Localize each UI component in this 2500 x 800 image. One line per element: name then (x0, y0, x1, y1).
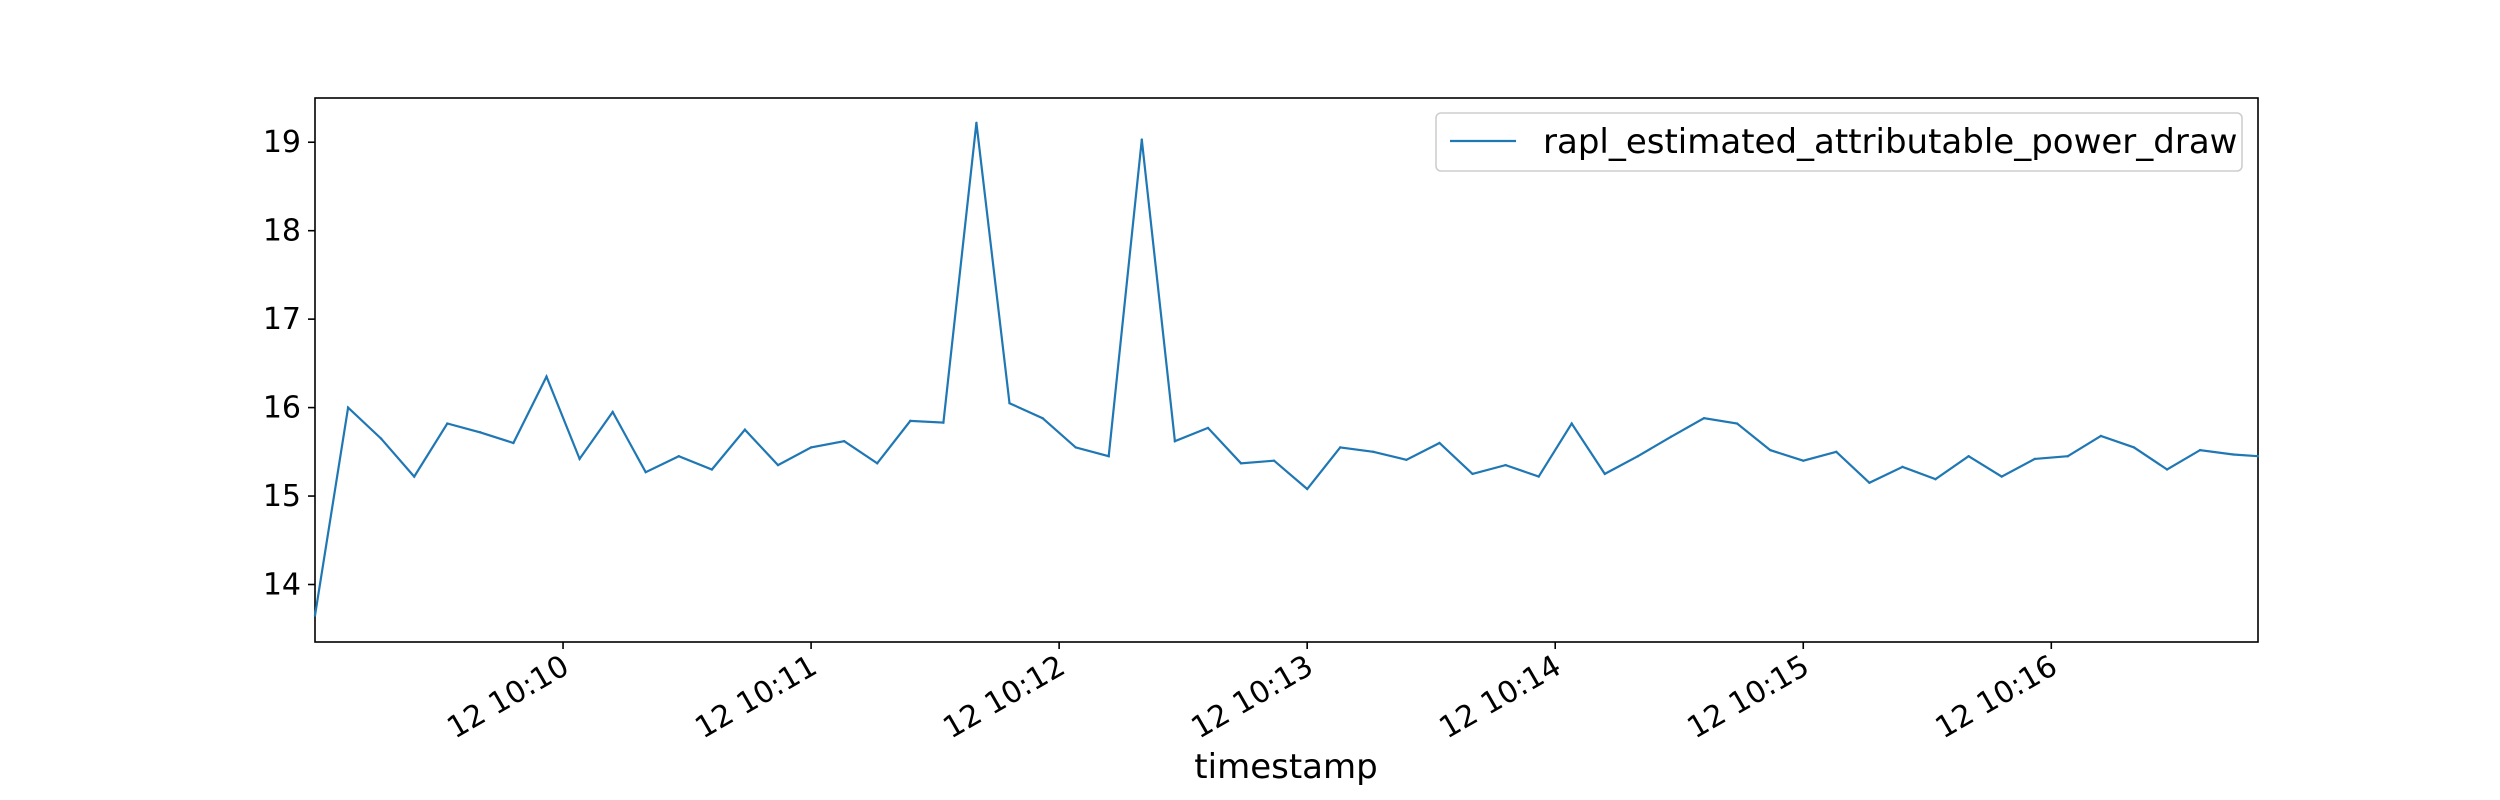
legend-box (1435, 112, 2243, 172)
x-tick-label: 12 10:10 (441, 649, 575, 746)
x-axis-title: timestamp (1194, 747, 1377, 787)
x-tick-label: 12 10:11 (689, 649, 823, 746)
data-point (1173, 440, 1177, 443)
data-point (2132, 446, 2136, 449)
data-point (1471, 472, 1474, 476)
data-point (644, 470, 647, 474)
y-tick-label: 16 (263, 391, 301, 426)
data-point (710, 468, 714, 471)
data-point (942, 421, 945, 424)
data-point (1735, 422, 1739, 425)
data-point (578, 457, 581, 461)
data-point (512, 441, 515, 445)
plot-frame (314, 97, 2259, 643)
data-point (2066, 455, 2070, 458)
data-point (1636, 455, 1640, 458)
data-point (1570, 422, 1573, 425)
x-axis: 12 10:10 12 10:11 12 10:12 12 10:13 12 10:14… (441, 642, 2063, 746)
y-tick-label: 18 (263, 214, 301, 249)
data-point (2165, 468, 2169, 471)
y-tick-label: 19 (263, 125, 301, 160)
data-point (1702, 417, 1706, 420)
data-point (545, 375, 548, 378)
data-point (909, 419, 912, 423)
legend-label: rapl_estimated_attributable_power_draw (1543, 122, 2238, 162)
data-point (1504, 463, 1507, 467)
data-point (1868, 481, 1871, 484)
y-tick-label: 15 (263, 479, 301, 514)
data-point (975, 121, 978, 124)
y-axis: 14 15 16 17 18 19 (263, 125, 315, 603)
data-point (379, 437, 383, 440)
data-point (479, 431, 482, 434)
data-point (1768, 448, 1772, 452)
data-point (1239, 462, 1243, 465)
data-point (743, 428, 747, 431)
data-point (776, 463, 780, 467)
data-point (413, 475, 416, 478)
data-point (876, 462, 879, 465)
data-point (1008, 401, 1011, 405)
x-tick-label: 12 10:16 (1930, 649, 2064, 746)
data-points (313, 121, 2260, 617)
data-point (1934, 478, 1937, 481)
data-point (677, 455, 680, 458)
data-point (346, 406, 350, 409)
data-point (1967, 455, 1970, 458)
data-point (1405, 458, 1408, 461)
data-point (842, 440, 846, 443)
data-point (1140, 138, 1144, 141)
data-point (2033, 457, 2036, 461)
data-point (446, 422, 449, 425)
x-tick-label: 12 10:12 (937, 649, 1071, 746)
data-point (1603, 472, 1607, 476)
data-point (1074, 446, 1077, 449)
data-point (2256, 455, 2260, 458)
legend: rapl_estimated_attributable_power_draw (1435, 112, 2243, 172)
y-tick-label: 14 (263, 568, 301, 603)
data-point (1305, 487, 1309, 491)
data-point (1206, 426, 1210, 430)
series-line (313, 122, 2259, 616)
data-point (2198, 448, 2202, 452)
x-tick-label: 12 10:15 (1682, 649, 1816, 746)
data-point (809, 446, 813, 449)
data-point (2099, 434, 2103, 438)
data-point (1802, 459, 1805, 462)
data-point (1272, 459, 1276, 462)
y-tick-label: 17 (263, 302, 301, 337)
data-point (611, 410, 614, 414)
data-point (313, 614, 317, 617)
data-point (1901, 465, 1904, 469)
x-tick-label: 12 10:13 (1185, 649, 1319, 746)
data-point (1107, 455, 1110, 458)
data-point (1339, 446, 1342, 449)
data-point (1835, 450, 1838, 454)
data-point (1438, 441, 1441, 445)
x-tick-label: 12 10:14 (1434, 649, 1568, 746)
data-point (1041, 417, 1044, 420)
data-point (2000, 475, 2003, 478)
data-point (1537, 475, 1540, 478)
data-point (1669, 435, 1673, 438)
data-point (2231, 453, 2235, 456)
data-point (1372, 450, 1375, 454)
